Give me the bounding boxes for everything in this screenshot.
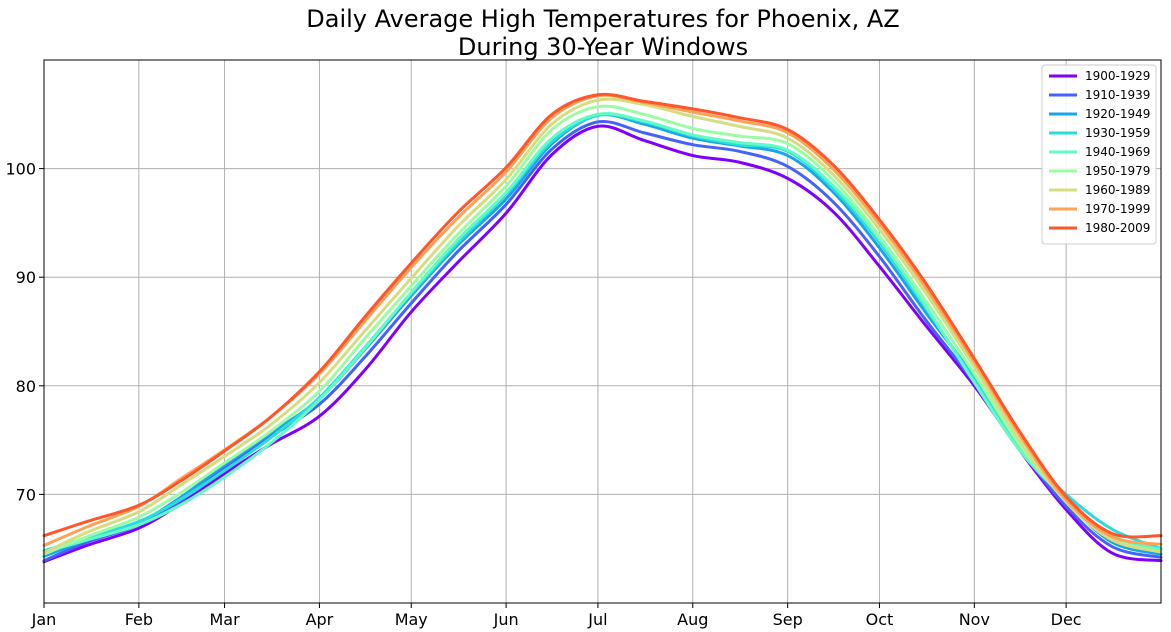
chart-title-line-2: During 30-Year Windows <box>458 33 748 61</box>
x-tick-label: Jul <box>587 610 607 629</box>
chart-title-line-1: Daily Average High Temperatures for Phoe… <box>306 5 899 33</box>
series-line-1900-1929 <box>42 124 1163 564</box>
y-tick-label: 100 <box>5 160 36 179</box>
series-lines <box>42 92 1163 564</box>
x-tick-label: Sep <box>773 610 803 629</box>
series-line-1940-1969 <box>42 112 1163 554</box>
legend-label: 1960-1989 <box>1085 183 1150 197</box>
y-tick-label: 70 <box>16 485 36 504</box>
legend-label: 1900-1929 <box>1085 69 1150 83</box>
x-tick-label: Apr <box>306 610 334 629</box>
plot-area-frame <box>43 59 1162 604</box>
series-line-1980-2009 <box>42 92 1163 539</box>
legend-label: 1920-1949 <box>1085 107 1150 121</box>
grid-lines <box>43 60 1161 603</box>
legend-box <box>1041 64 1157 245</box>
series-line-1960-1989 <box>42 97 1163 555</box>
series-line-1920-1949 <box>42 113 1163 558</box>
legend-label: 1930-1959 <box>1085 126 1150 140</box>
x-tick-label: Dec <box>1051 610 1082 629</box>
x-tick-label: Nov <box>959 610 990 629</box>
x-axis-ticks: Jan Feb Mar Apr May Jun Jul Aug Sep Oct Nov Dec <box>31 603 1082 629</box>
legend: 1900-1929 1910-1939 1920-1949 1930-1959 1940… <box>1041 64 1157 245</box>
y-tick-label: 90 <box>16 268 36 287</box>
y-tick-label: 80 <box>16 377 36 396</box>
x-tick-label: May <box>395 610 428 629</box>
x-tick-label: Mar <box>209 610 240 629</box>
x-tick-label: Oct <box>866 610 894 629</box>
legend-label: 1910-1939 <box>1085 88 1150 102</box>
x-tick-label: Aug <box>677 610 708 629</box>
legend-label: 1980-2009 <box>1085 221 1150 235</box>
y-axis-ticks: 70 80 90 100 <box>5 160 44 504</box>
chart-title: Daily Average High Temperatures for Phoe… <box>306 5 899 61</box>
series-line-1950-1979 <box>42 104 1163 556</box>
x-tick-label: Jan <box>31 610 57 629</box>
x-tick-label: Jun <box>493 610 519 629</box>
legend-label: 1970-1999 <box>1085 202 1150 216</box>
legend-label: 1940-1969 <box>1085 145 1150 159</box>
x-tick-label: Feb <box>125 610 153 629</box>
legend-label: 1950-1979 <box>1085 164 1150 178</box>
